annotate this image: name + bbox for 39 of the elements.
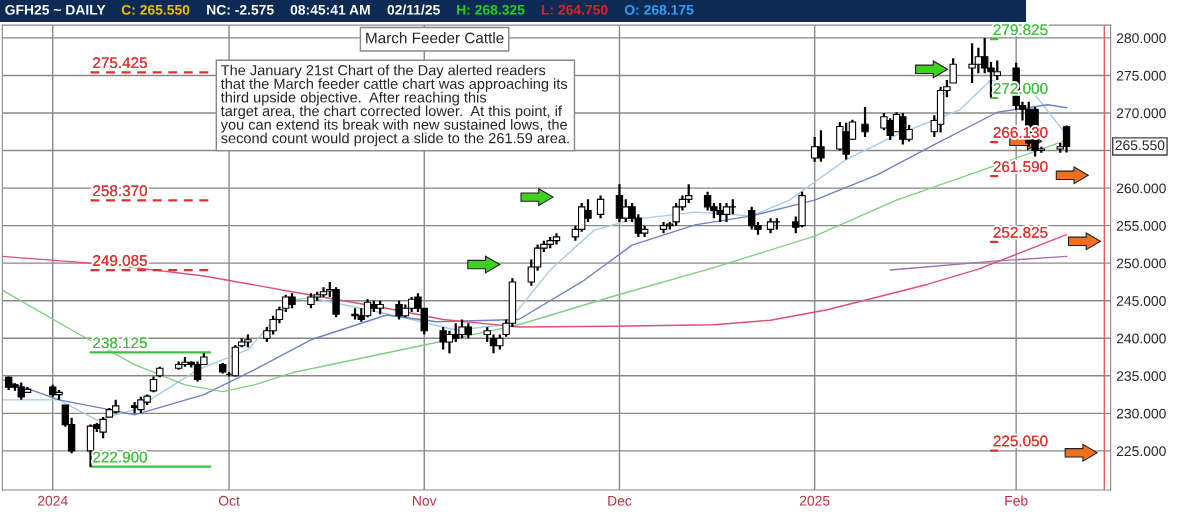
y-tick-label: 245.000 xyxy=(1116,296,1166,306)
text: O: 268.175 xyxy=(624,4,694,15)
series-label: 261.590 xyxy=(993,161,1048,173)
x-tick-label: Dec xyxy=(608,496,632,506)
series-label: 225.050 xyxy=(993,435,1048,447)
y-tick-label: 270.000 xyxy=(1116,108,1166,119)
annotation: The January 21st Chart of the Day alerted readers that the March feeder cattle chart was approaching its third upside objective. After reaching this target area, the chart corrected lower. At this point, if you can extend its break with new sustained lows, the second count would project a slide to the 261.59 area. xyxy=(220,64,569,147)
y-tick-label: 280.000 xyxy=(1116,33,1166,44)
y-tick-label: 225.000 xyxy=(1116,446,1166,457)
series-label: 275.425 xyxy=(93,57,147,69)
text: L: 264.750 xyxy=(541,4,608,15)
y-tick-label: 240.000 xyxy=(1116,333,1166,344)
x-tick-label: 2024 xyxy=(37,495,68,506)
series-label: 222.900 xyxy=(93,451,148,463)
series-label: 252.825 xyxy=(993,227,1048,238)
series-label: 258.370 xyxy=(93,185,148,197)
y-tick-label: 250.000 xyxy=(1116,258,1166,269)
y-tick-label: 260.000 xyxy=(1116,183,1166,194)
series-label: 238.125 xyxy=(93,337,147,349)
series-label: 279.825 xyxy=(993,24,1048,36)
y-tick-label: 255.000 xyxy=(1116,220,1166,231)
chart-title: March Feeder Cattle xyxy=(366,32,504,44)
text: 265.550 xyxy=(1115,140,1165,151)
candlestick xyxy=(861,105,869,139)
series-label: 249.085 xyxy=(93,255,147,266)
text: NC: -2.575 xyxy=(207,4,274,15)
x-tick-label: Oct xyxy=(218,495,240,506)
text: 08:45:41 AM xyxy=(290,4,370,15)
text: H: 268.325 xyxy=(457,4,525,15)
text: 02/11/25 xyxy=(387,4,440,15)
x-tick-label: 2025 xyxy=(799,495,830,506)
candlestick xyxy=(596,194,605,220)
text: C: 265.550 xyxy=(121,4,190,15)
x-tick-label: Feb xyxy=(1005,495,1028,506)
y-tick-label: 230.000 xyxy=(1116,408,1166,419)
text: GFH25 ~ DAILY xyxy=(5,4,106,15)
y-tick-label: 275.000 xyxy=(1116,70,1166,81)
y-tick-label: 235.000 xyxy=(1116,371,1166,381)
x-tick-label: Nov xyxy=(413,496,437,506)
